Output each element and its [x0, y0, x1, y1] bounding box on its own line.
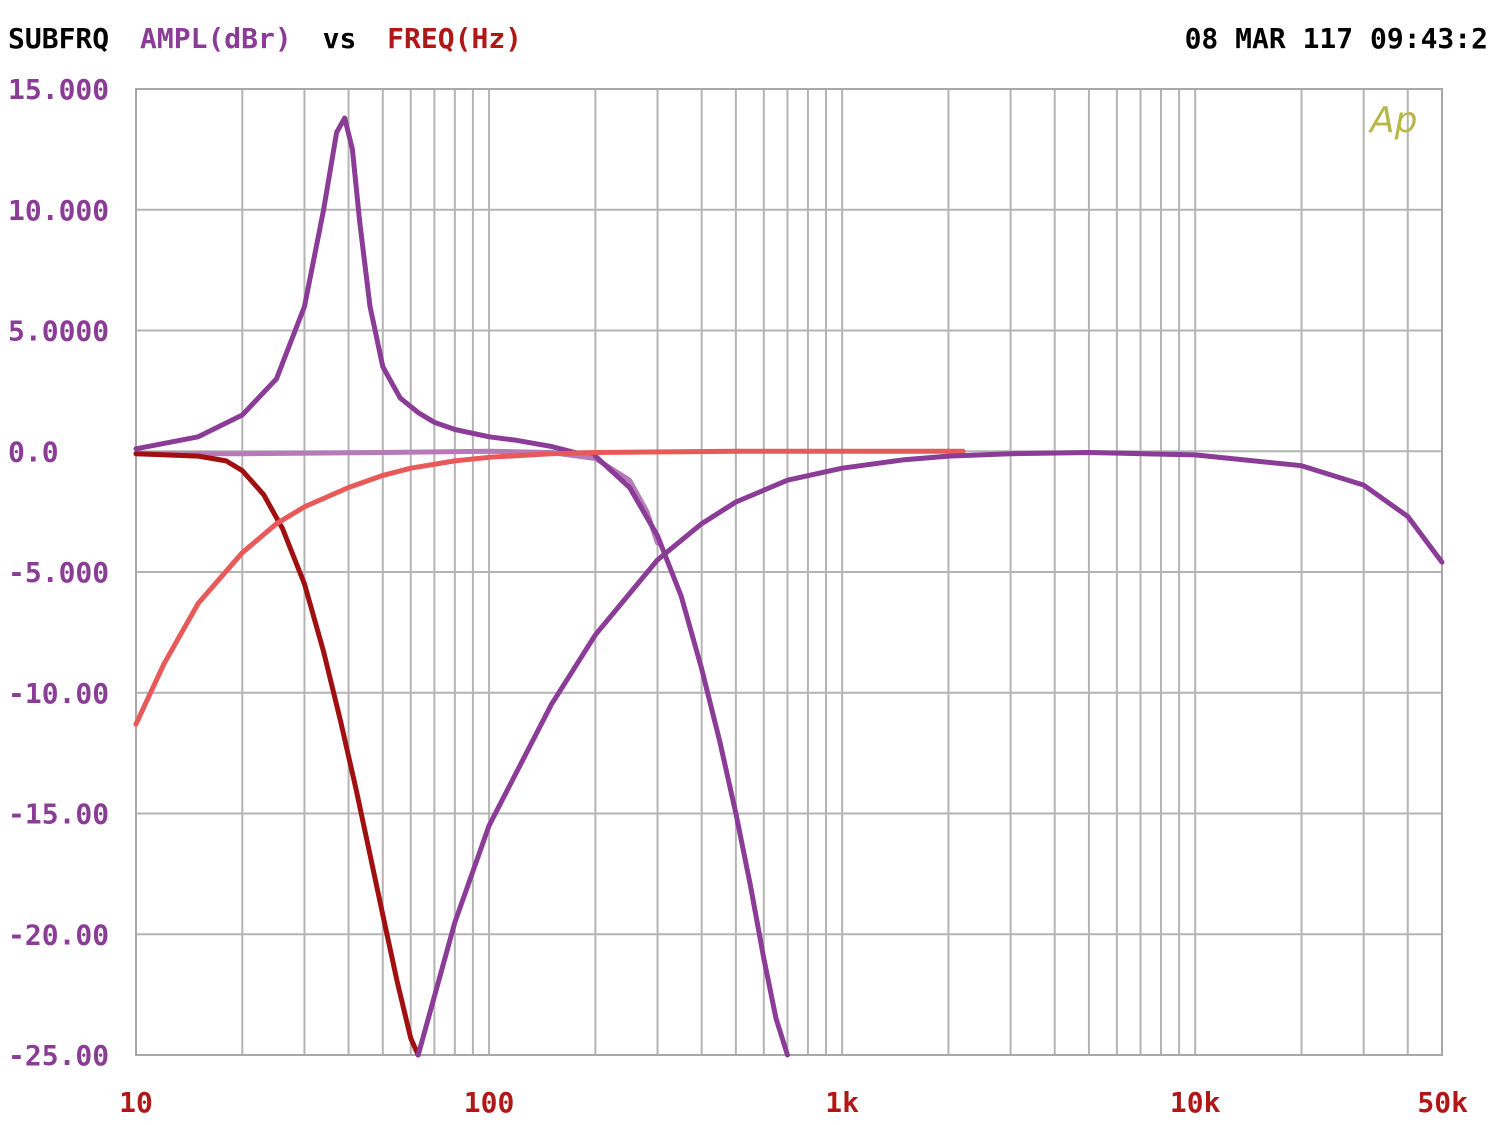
header-x-quantity: FREQ(Hz)	[387, 22, 522, 55]
x-tick-label: 1k	[825, 1086, 859, 1119]
header-text: SUBFRQ AMPL(dBr) vs FREQ(Hz)	[8, 22, 522, 55]
ap-logo: Ap	[1368, 100, 1417, 141]
y-tick-label: -25.00	[8, 1039, 109, 1072]
x-tick-label: 10	[119, 1086, 153, 1119]
y-tick-label: -15.00	[8, 798, 109, 831]
header-timestamp: 08 MAR 117 09:43:2	[1185, 22, 1488, 55]
y-tick-label: -20.00	[8, 918, 109, 951]
series-line-6	[415, 450, 1445, 1058]
y-tick-label: 5.0000	[8, 315, 109, 348]
y-tick-label: 15.000	[8, 73, 109, 106]
y-tick-label: 10.000	[8, 194, 109, 227]
series-line-4	[133, 451, 421, 1058]
y-tick-label: -10.00	[8, 677, 109, 710]
header-title-prefix: SUBFRQ	[8, 22, 109, 55]
grid	[136, 88, 1442, 1056]
y-tick-label: -5.000	[8, 556, 109, 589]
x-tick-label: 10k	[1170, 1086, 1221, 1119]
x-tick-labels: 10 100 1k 10k 50k	[119, 1086, 1468, 1119]
x-tick-label: 100	[464, 1086, 515, 1119]
series-group	[133, 115, 1445, 1058]
x-tick-label: 50k	[1417, 1086, 1468, 1119]
series-line-2	[133, 448, 660, 546]
header-vs: vs	[323, 22, 357, 55]
series-line-3	[592, 453, 790, 1058]
y-tick-labels: 15.000 10.000 5.0000 0.0 -5.000 -10.00 -15.00 -…	[8, 73, 109, 1072]
header-y-quantity: AMPL(dBr)	[140, 22, 292, 55]
y-tick-label: 0.0	[8, 435, 59, 468]
series-line-5	[133, 448, 966, 727]
series-line-1	[133, 115, 598, 459]
